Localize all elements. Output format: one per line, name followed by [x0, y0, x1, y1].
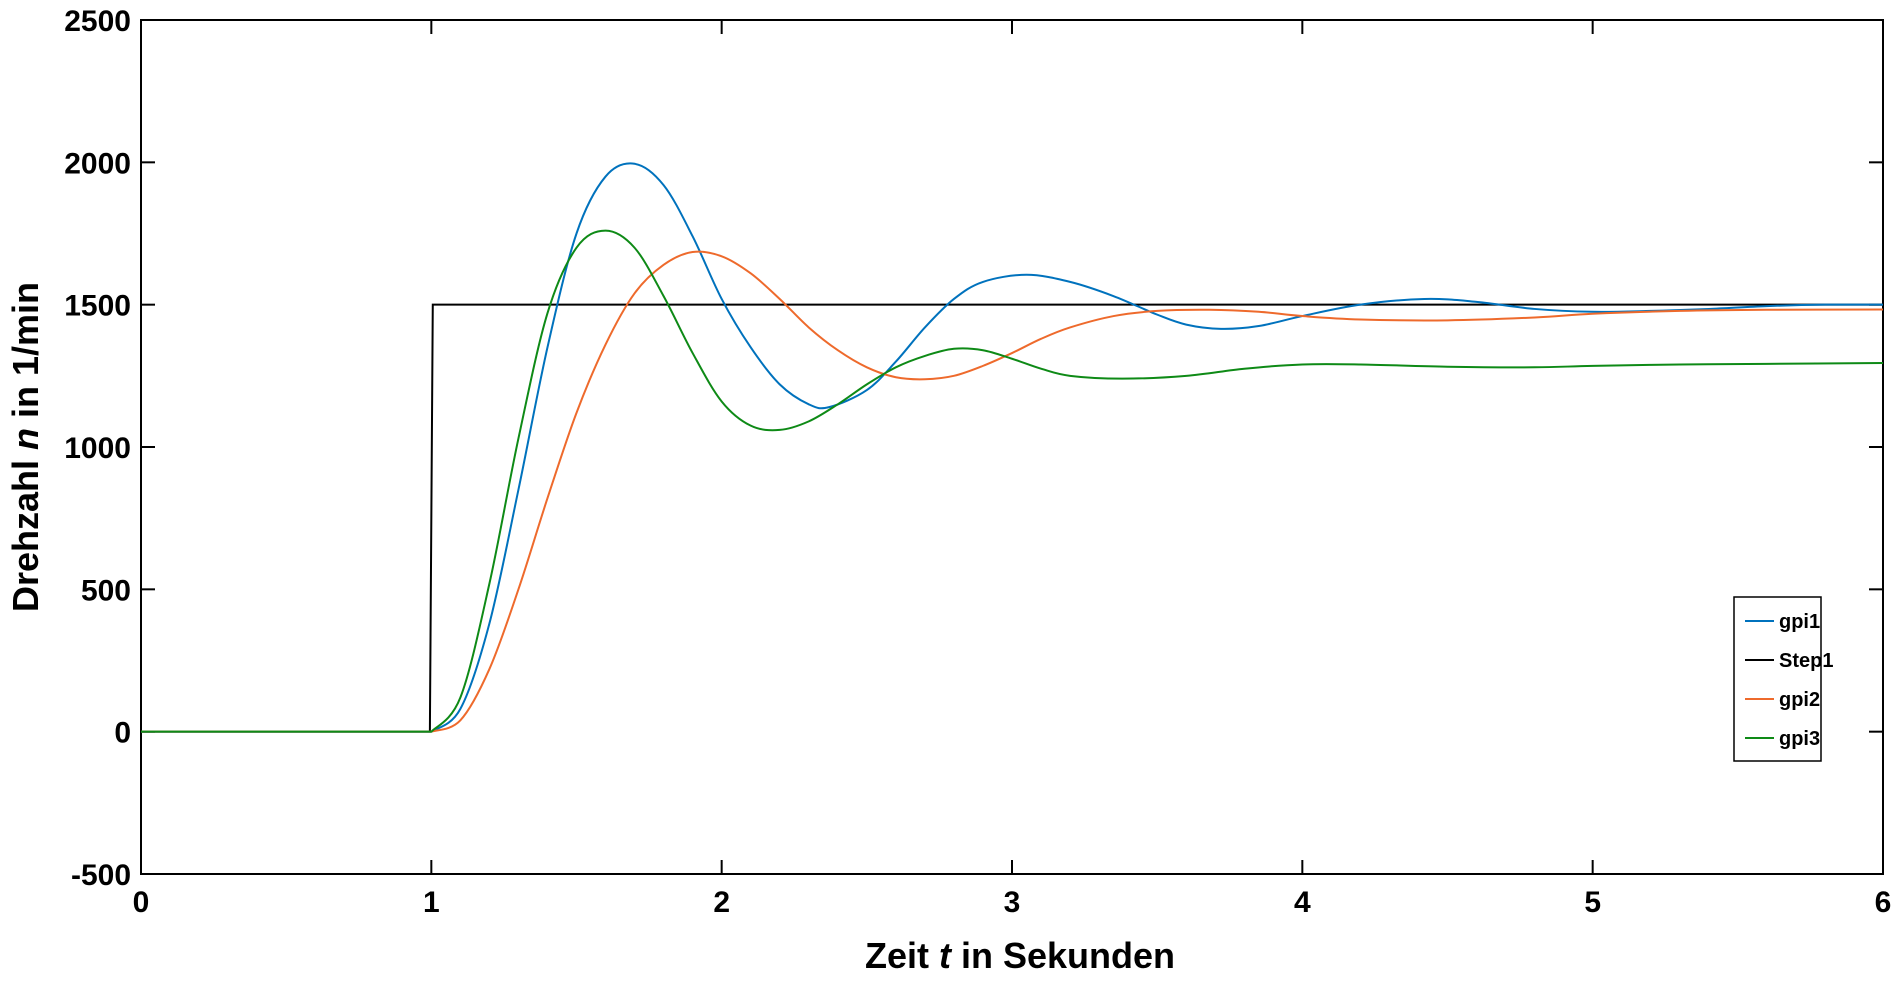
x-axis-label: Zeit t in Sekunden — [865, 935, 1175, 976]
y-tick-label: -500 — [71, 859, 131, 892]
x-tick-label: 6 — [1875, 886, 1892, 919]
y-axis-label-variable: n — [5, 428, 46, 450]
y-axis-label-prefix: Drehzahl — [5, 450, 46, 612]
legend-label-step1: Step1 — [1779, 650, 1833, 672]
x-tick-label: 5 — [1584, 886, 1601, 919]
y-tick-label: 500 — [81, 574, 131, 607]
legend-label-gpi3: gpi3 — [1779, 728, 1820, 750]
y-tick-label: 0 — [114, 717, 131, 750]
y-tick-label: 2500 — [64, 5, 131, 38]
y-tick-label: 2000 — [64, 147, 131, 180]
x-tick-label: 4 — [1294, 886, 1311, 919]
y-tick-label: 1000 — [64, 432, 131, 465]
x-tick-label: 0 — [133, 886, 150, 919]
legend: gpi1 Step1 gpi2 gpi3 — [1733, 596, 1833, 762]
y-axis-label: Drehzahl n in 1/min — [5, 282, 46, 612]
legend-box — [1733, 596, 1822, 762]
legend-label-gpi1: gpi1 — [1779, 611, 1820, 633]
x-tick-label: 3 — [1004, 886, 1021, 919]
x-axis-label-suffix: in Sekunden — [951, 935, 1175, 976]
series-line-gpi2 — [141, 250, 1884, 733]
x-axis-label-variable: t — [939, 935, 953, 976]
x-tick-label: 2 — [713, 886, 730, 919]
y-tick-label: 1500 — [64, 290, 131, 323]
plot-area — [140, 19, 1884, 875]
series-lines — [141, 162, 1884, 733]
x-tick-label: 1 — [423, 886, 440, 919]
series-line-gpi3 — [141, 229, 1884, 733]
y-axis-label-suffix: in 1/min — [5, 282, 46, 428]
series-line-gpi1 — [141, 162, 1884, 733]
legend-label-gpi2: gpi2 — [1779, 689, 1820, 711]
x-axis-label-prefix: Zeit — [865, 935, 939, 976]
